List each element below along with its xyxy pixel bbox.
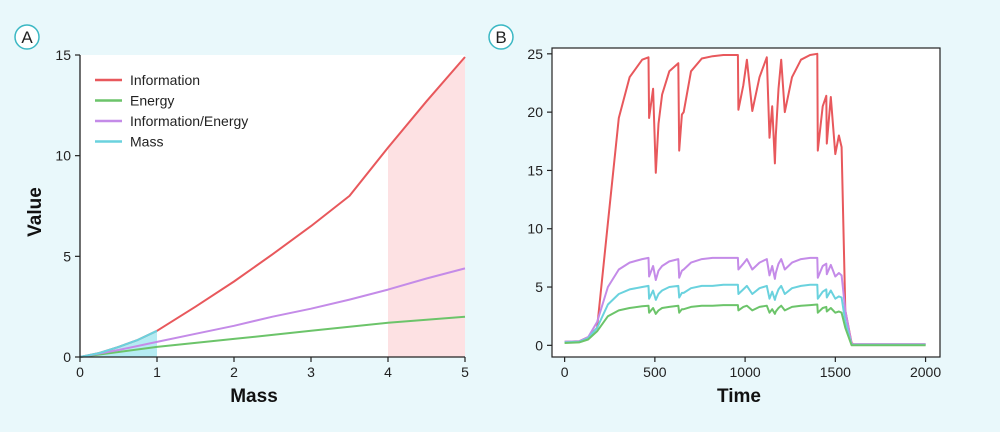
x-tick-label: 1500 [820,364,851,380]
series-line-mass [79,329,158,358]
lines-a [79,56,466,358]
legend-label-information: Information [130,72,200,88]
series-line-3 [564,283,926,346]
legend-a: Information Energy Information/Energy Mass [95,72,248,150]
y-tick-label: 15 [55,47,71,63]
shaded-region-information [388,57,465,357]
x-tick-label: 500 [643,364,667,380]
legend-label-information-energy: Information/Energy [130,113,248,129]
panel-b-letter: B [495,28,506,47]
y-tick-label: 0 [535,337,543,353]
x-tick-label: 0 [561,364,569,380]
y-axis-title-a: Value [25,187,46,237]
x-tick-label: 1000 [730,364,761,380]
y-tick-label: 10 [55,148,71,164]
panel-b-badge [488,24,514,50]
x-tick-label: 2000 [910,364,941,380]
y-tick-label: 5 [63,248,71,264]
y-tick-label: 15 [527,162,543,178]
lines-b [564,52,926,347]
x-tick-label: 2 [230,364,238,380]
legend-label-energy: Energy [130,93,174,109]
plot-frame [551,47,941,358]
series-line-4 [564,303,926,347]
x-axis-title-a: Mass [230,386,278,407]
series-line-information-energy [79,267,466,358]
x-tick-label: 0 [76,364,84,380]
series-line-2 [564,256,926,346]
axes-a: 0 1 2 3 4 5 0 5 10 15 [55,47,469,380]
y-tick-label: 0 [63,349,71,365]
series-line-1 [564,52,926,346]
y-tick-label: 5 [535,279,543,295]
x-tick-label: 1 [153,364,161,380]
y-tick-label: 20 [527,104,543,120]
panel-a-letter: A [21,28,33,47]
axes-b: 0 500 1000 1500 2000 0 5 10 15 20 25 [527,46,941,380]
x-tick-label: 4 [384,364,392,380]
x-axis-title-b: Time [717,386,761,407]
y-tick-label: 25 [527,46,543,62]
panel-b: B 0 500 1000 1500 2000 0 5 10 15 20 25 Time [488,24,941,407]
panel-a-badge [14,24,40,50]
y-tick-label: 10 [527,221,543,237]
x-tick-label: 5 [461,364,469,380]
x-tick-label: 3 [307,364,315,380]
legend-label-mass: Mass [130,134,163,150]
series-line-energy [79,315,466,358]
